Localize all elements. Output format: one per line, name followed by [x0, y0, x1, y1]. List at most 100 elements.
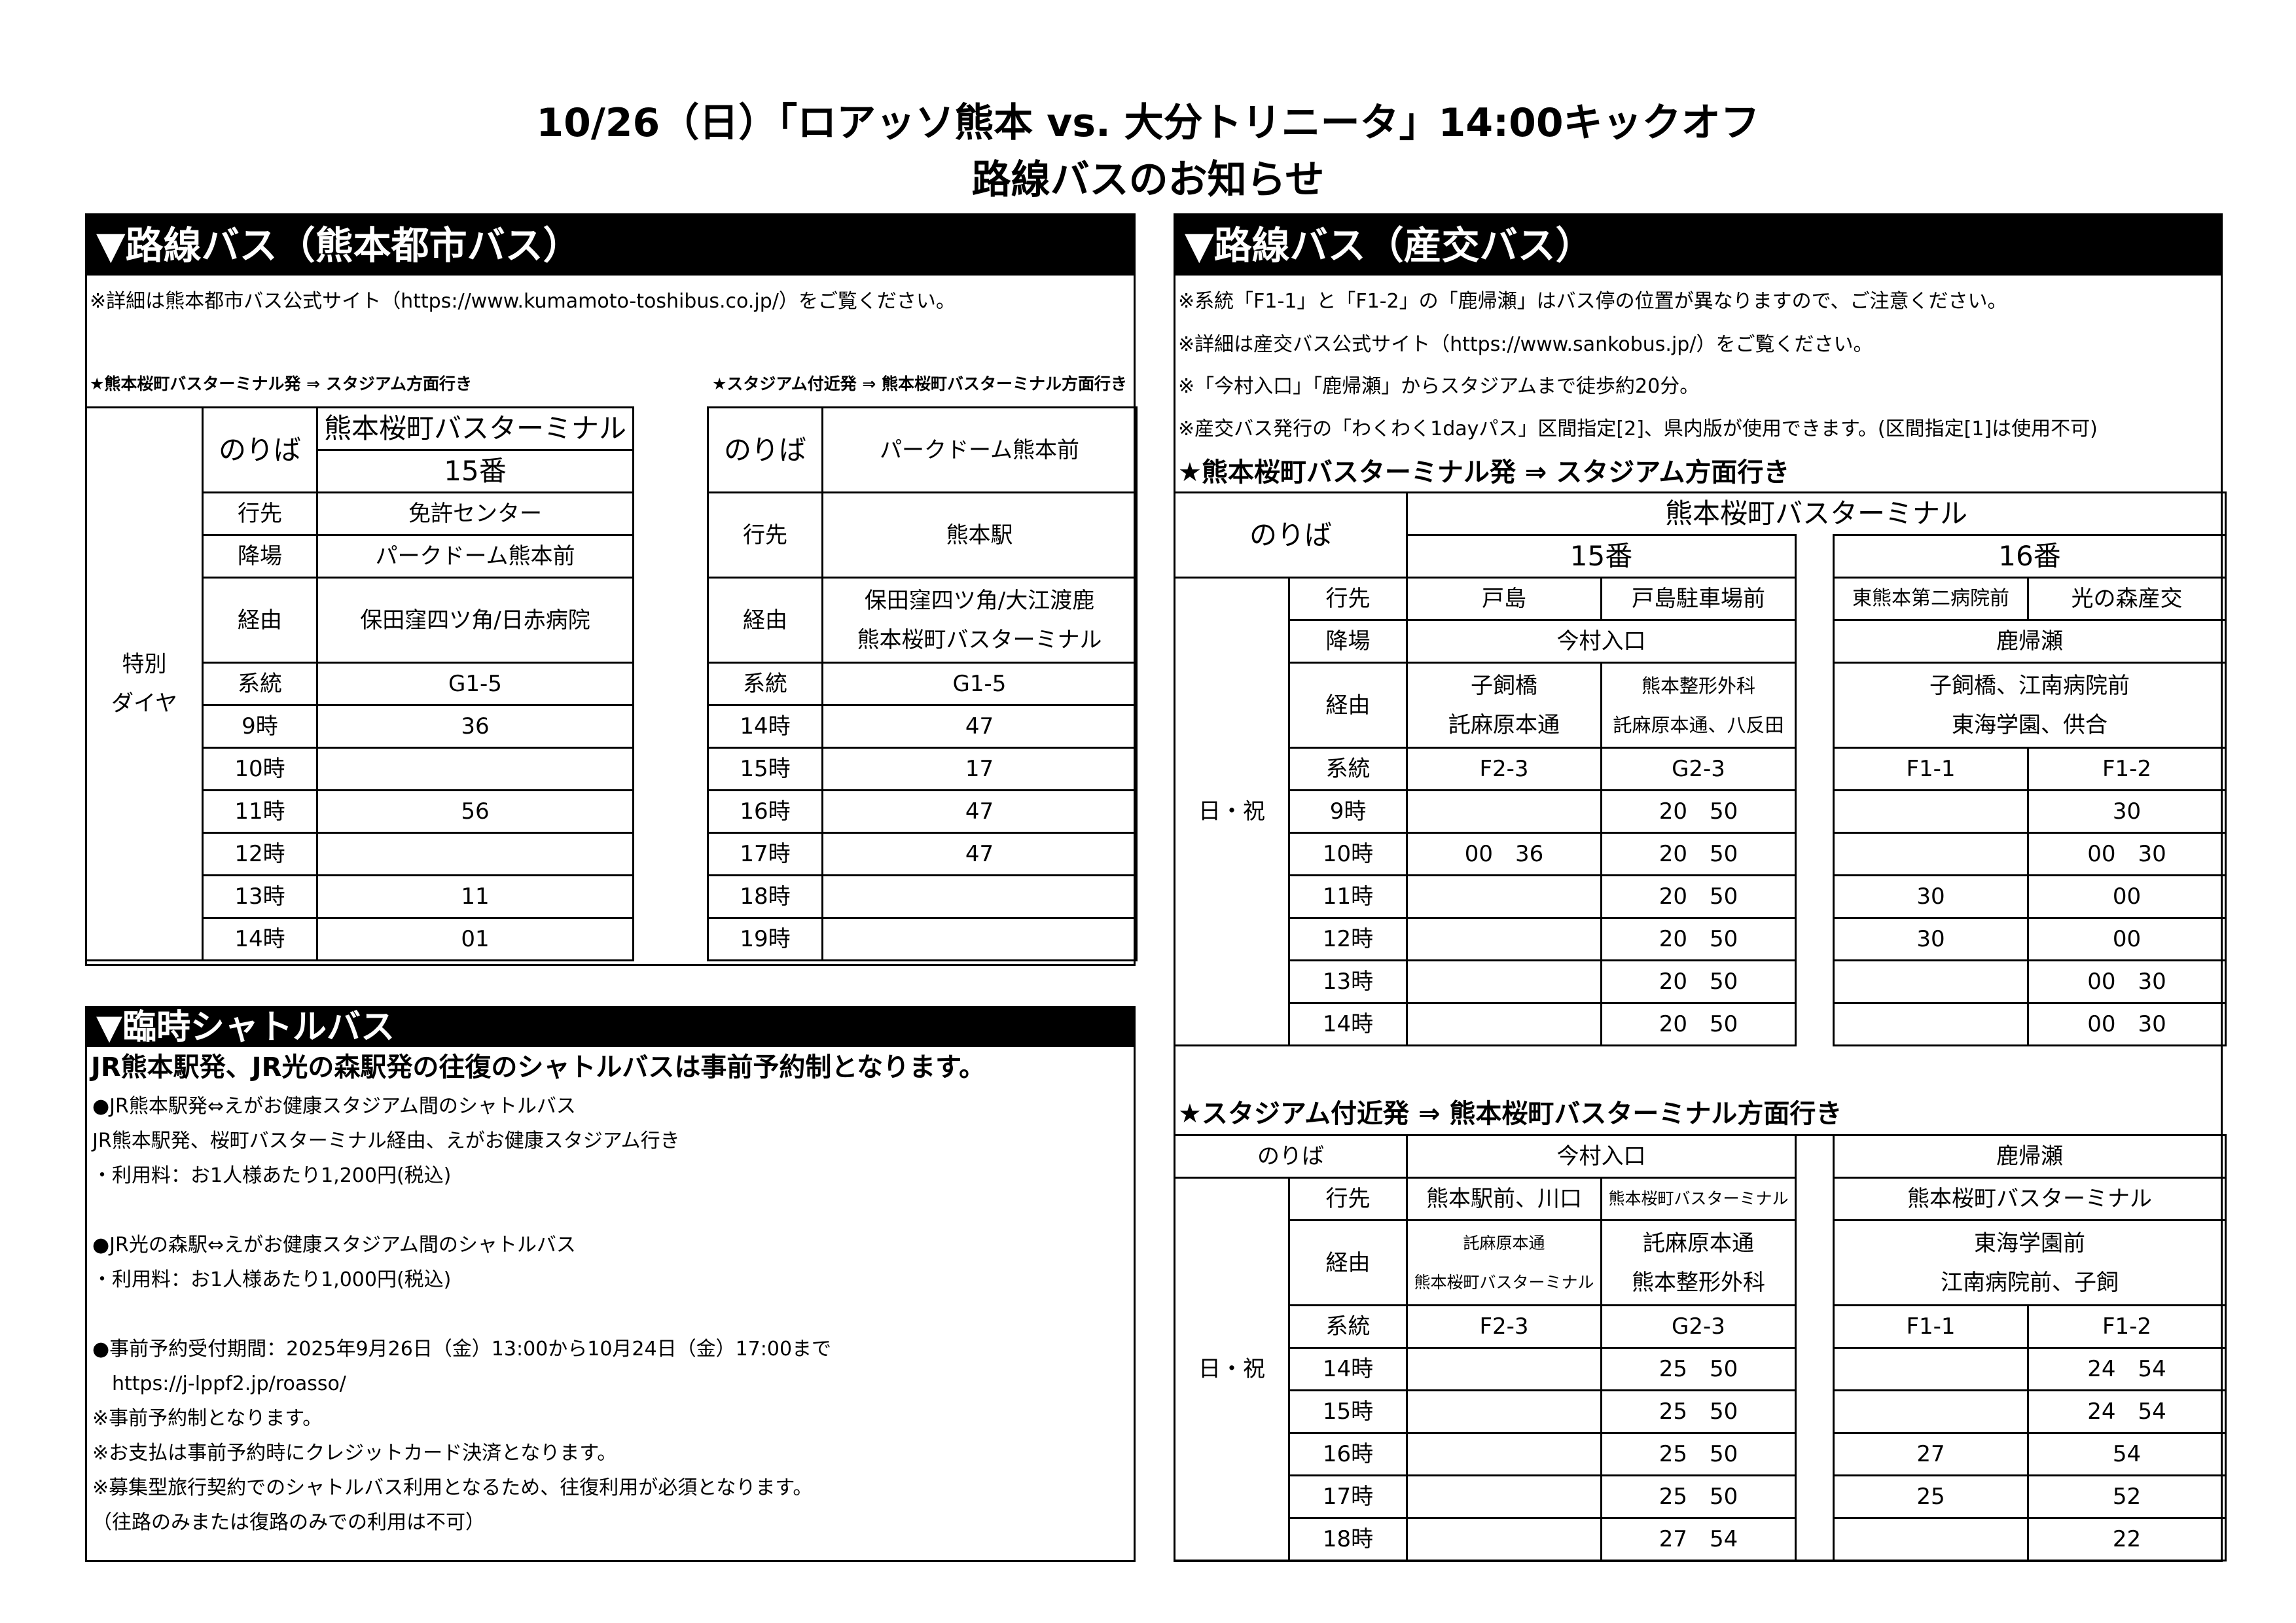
table-row: 10時 [86, 747, 634, 791]
dest-label: 行先 [1288, 1177, 1408, 1221]
sankobus-note: ※系統「F1-1」と「F1-2」の「鹿帰瀬」はバス停の位置が異なりますので、ご注… [1178, 290, 2007, 313]
dest-label: 行先 [202, 491, 318, 536]
platform-label: のりば [202, 406, 318, 493]
minute-cell [1406, 1389, 1602, 1434]
shuttle-details: ●JR熊本駅発⇔えがお健康スタジアム間のシャトルバス JR熊本駅発、桜町バスター… [87, 1089, 831, 1540]
dest-value: 戸島 [1406, 577, 1603, 621]
route-value: G2-3 [1600, 1304, 1797, 1349]
dest-value: 東熊本第二病院前 [1833, 577, 2030, 621]
sankobus-inbound-table: のりば 今村入口 鹿帰瀬 日・祝 行先 熊本駅前、川口 熊本桜町バスターミナル … [1174, 1134, 2227, 1561]
minute-cell [316, 747, 634, 791]
spacer [1795, 577, 1835, 620]
minute-cell: 25 50 [1600, 1474, 1797, 1519]
minute-cell [1833, 1347, 2029, 1391]
shuttle-line: （往路のみまたは復路のみでの利用は不可） [92, 1511, 485, 1534]
shuttle-line: ※募集型旅行契約でのシャトルバス利用となるため、往復利用が必須となります。 [92, 1476, 813, 1499]
route-value: F1-2 [2027, 747, 2227, 791]
sankobus-note: ※詳細は産交バス公式サイト（https://www.sankobus.jp/）を… [1178, 333, 1873, 356]
shuttle-line: ※事前予約制となります。 [92, 1407, 323, 1430]
toshibus-note: ※詳細は熊本都市バス公式サイト（https://www.kumamoto-tos… [90, 290, 956, 313]
minute-cell [1406, 1002, 1603, 1046]
minute-cell: 52 [2027, 1474, 2227, 1519]
via-label: 経由 [1287, 662, 1408, 749]
minute-cell: 00 30 [2027, 1002, 2227, 1046]
shuttle-line: ●JR光の森駅⇔えがお健康スタジアム間のシャトルバス [92, 1234, 576, 1257]
alight-value: 鹿帰瀬 [1833, 619, 2227, 664]
dest-value: 戸島駐車場前 [1600, 577, 1797, 621]
hour-cell: 9時 [1287, 789, 1408, 834]
reservation-link[interactable]: https://j-lppf2.jp/roasso/ [92, 1372, 346, 1395]
platform-value: パークドーム熊本前 [821, 406, 1138, 493]
spacer [1795, 1177, 1835, 1221]
minute-cell: 00 36 [1406, 832, 1603, 876]
minute-cell: 17 [821, 747, 1138, 791]
minute-cell: 01 [316, 917, 634, 961]
table-row: 14時 25 50 24 54 [1175, 1347, 2227, 1391]
minute-cell: 22 [2027, 1517, 2227, 1561]
route-value: F1-1 [1833, 1304, 2029, 1349]
toshibus-inbound-title: ★スタジアム付近発 ⇒ 熊本桜町バスターミナル方面行き [712, 374, 1128, 393]
route-label: 系統 [1287, 747, 1408, 791]
via-value: 熊本整形外科 託麻原本通、八反田 [1600, 662, 1797, 749]
minute-cell [821, 874, 1138, 919]
page-subtitle: 路線バスのお知らせ [971, 157, 1325, 203]
hour-cell: 11時 [202, 789, 318, 834]
route-value: G2-3 [1600, 747, 1797, 791]
spacer [1795, 662, 1835, 748]
minute-cell: 47 [821, 789, 1138, 834]
hour-cell: 18時 [707, 874, 823, 919]
sankobus-outbound-table: のりば 熊本桜町バスターミナル 15番 16番 日・祝 行先 戸島 戸島駐車場前… [1173, 491, 2227, 1046]
table-row: 19時 [707, 917, 1138, 961]
spacer [1795, 832, 1835, 876]
route-value: F1-1 [1833, 747, 2030, 791]
spacer [1795, 747, 1835, 791]
minute-cell: 00 [2027, 874, 2227, 919]
route-value: F2-3 [1406, 1304, 1602, 1349]
spacer [1795, 1475, 1835, 1518]
hour-cell: 16時 [707, 789, 823, 834]
hour-cell: 15時 [1288, 1389, 1408, 1434]
minute-cell: 56 [316, 789, 634, 834]
table-row: 9時 20 50 30 [1175, 789, 2227, 834]
platform-label: のりば [707, 406, 823, 493]
hour-cell: 10時 [202, 747, 318, 791]
route-value: G1-5 [316, 662, 634, 706]
spacer [1795, 1347, 1835, 1391]
table-row: 18時 [707, 874, 1138, 919]
dest-value: 熊本駅前、川口 [1406, 1177, 1602, 1221]
sankobus-heading: ▼路線バス（産交バス） [1175, 215, 2221, 276]
platform-value: 熊本桜町バスターミナル [316, 406, 634, 451]
minute-cell: 11 [316, 874, 634, 919]
hour-cell: 17時 [1288, 1474, 1408, 1519]
dest-label: 行先 [1287, 577, 1408, 621]
platform-value: 今村入口 [1406, 1134, 1797, 1179]
minute-cell: 30 [1833, 874, 2030, 919]
via-value: 保田窪四ツ角/日赤病院 [316, 577, 634, 664]
minute-cell [1833, 1517, 2029, 1561]
sankobus-panel: ▼路線バス（産交バス） ※系統「F1-1」と「F1-2」の「鹿帰瀬」はバス停の位… [1173, 213, 2227, 1562]
spacer [1795, 1433, 1835, 1476]
minute-cell: 47 [821, 832, 1138, 876]
table-row: 12時 [86, 832, 634, 876]
hour-cell: 10時 [1287, 832, 1408, 876]
minute-cell [1833, 832, 2030, 876]
holiday-label: 日・祝 [1174, 1177, 1290, 1561]
spacer [1795, 535, 1835, 578]
table-row: 14時 20 50 00 30 [1175, 1002, 2227, 1046]
minute-cell: 27 54 [1600, 1517, 1797, 1561]
via-value: 東海学園前 江南病院前、子飼 [1833, 1219, 2227, 1306]
minute-cell: 36 [316, 704, 634, 749]
sankobus-inbound-title: ★スタジアム付近発 ⇒ 熊本桜町バスターミナル方面行き [1178, 1099, 1842, 1129]
minute-cell: 25 50 [1600, 1347, 1797, 1391]
shuttle-line: ●JR熊本駅発⇔えがお健康スタジアム間のシャトルバス [92, 1095, 576, 1118]
alight-value: 今村入口 [1406, 619, 1797, 664]
spacer [1795, 1220, 1835, 1306]
hour-cell: 14時 [1287, 1002, 1408, 1046]
table-row: 13時 20 50 00 30 [1175, 959, 2227, 1004]
spacer [1795, 620, 1835, 663]
toshibus-panel: ▼路線バス（熊本都市バス） ※詳細は熊本都市バス公式サイト（https://ww… [85, 213, 1138, 966]
via-value: 保田窪四ツ角/大江渡鹿 熊本桜町バスターミナル [821, 577, 1138, 664]
minute-cell [1833, 789, 2030, 834]
hour-cell: 15時 [707, 747, 823, 791]
table-row: 14時 47 [707, 704, 1138, 749]
